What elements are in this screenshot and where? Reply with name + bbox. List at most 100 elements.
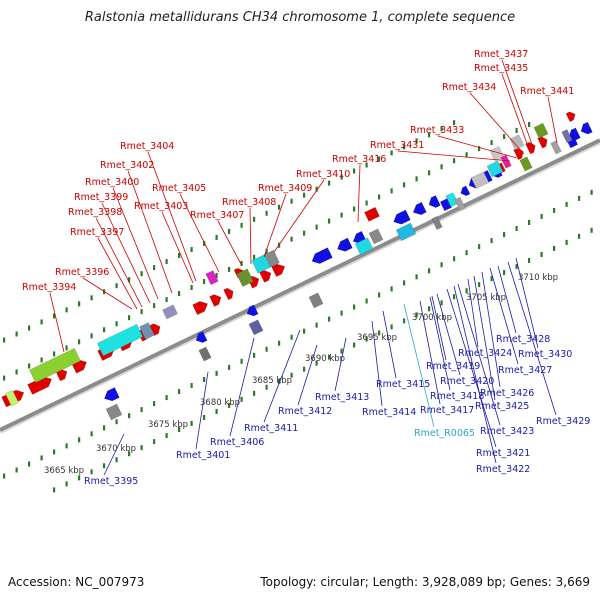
tick-mark — [190, 383, 193, 389]
tick-mark — [103, 463, 106, 469]
tick-mark — [540, 213, 543, 219]
leader-line — [161, 211, 194, 284]
feature-block-gray — [308, 292, 324, 309]
gene-label-reverse: Rmet_3420 — [440, 376, 494, 387]
tick-mark — [315, 322, 318, 328]
tick-mark — [490, 238, 493, 244]
gene-label-forward: Rmet_3405 — [152, 183, 206, 194]
scale-label: 3680 kbp — [200, 398, 240, 408]
tick-mark — [65, 307, 68, 313]
tick-mark — [165, 259, 168, 265]
leader-line — [515, 257, 539, 349]
tick-mark — [415, 312, 418, 318]
gene-shape — [412, 201, 427, 216]
leader-line — [217, 220, 243, 267]
gene-label-reverse: Rmet_3418 — [430, 391, 484, 402]
feature-block-gray — [105, 403, 123, 421]
tick-mark — [28, 461, 31, 467]
leader-line — [431, 295, 447, 361]
feature-shape — [486, 160, 504, 178]
feature-block-cyan — [486, 160, 504, 178]
tick-mark — [128, 277, 131, 283]
accession-text: Accession: NC_007973 — [8, 575, 145, 589]
tick-mark — [215, 272, 218, 278]
leader-line — [446, 288, 497, 448]
tick-mark — [90, 295, 93, 301]
tick-mark — [153, 303, 156, 309]
tick-mark — [303, 366, 306, 372]
feature-shape — [561, 129, 573, 144]
tick-mark — [28, 325, 31, 331]
tick-mark — [578, 195, 581, 201]
tick-mark — [528, 257, 531, 263]
gene-label-forward: Rmet_3404 — [120, 141, 174, 152]
leader-line — [263, 329, 301, 423]
tick-mark — [78, 301, 81, 307]
tick-mark — [453, 158, 456, 164]
gene-label-reverse: Rmet_3411 — [244, 423, 298, 434]
gene-label-reverse: Rmet_3429 — [536, 416, 590, 427]
gene-shape — [580, 121, 593, 135]
feature-shape — [500, 154, 512, 169]
tick-mark — [340, 348, 343, 354]
tick-mark — [253, 390, 256, 396]
feature-shape — [364, 206, 380, 222]
leader-line — [195, 371, 209, 450]
feature-block-gray — [198, 346, 212, 362]
feature-shape — [236, 268, 254, 287]
feature-block-olive — [533, 122, 549, 139]
gene-shape — [223, 287, 234, 301]
gene-label-forward: Rmet_3433 — [410, 125, 464, 136]
leader-line — [95, 217, 143, 308]
tick-mark — [353, 304, 356, 310]
backbone-line — [0, 138, 600, 432]
feature-shape — [395, 222, 417, 242]
leader-line — [547, 96, 558, 144]
reverse-gene-arrow — [337, 237, 353, 252]
gene-label-forward: Rmet_3398 — [68, 207, 122, 218]
feature-shape — [96, 323, 144, 357]
tick-mark — [415, 138, 418, 144]
tick-mark — [365, 336, 368, 342]
leader-line — [147, 151, 197, 282]
gene-shape — [259, 270, 272, 283]
feature-block-lightgray — [489, 146, 505, 162]
scale-label: 3695 kbp — [357, 333, 397, 343]
reverse-gene-arrow — [104, 387, 120, 402]
tick-mark — [340, 174, 343, 180]
gene-label-reverse: Rmet_3426 — [480, 388, 534, 399]
label-leader-lines — [49, 59, 558, 476]
tick-mark — [490, 140, 493, 146]
tick-mark — [353, 342, 356, 348]
tick-mark — [303, 328, 306, 334]
feature-shape — [5, 389, 19, 407]
leader-line — [371, 320, 383, 407]
tick-mark — [290, 236, 293, 242]
reverse-gene-arrow — [311, 247, 333, 264]
gene-label-reverse: Rmet_3415 — [376, 379, 430, 390]
tick-mark — [128, 451, 131, 457]
gene-label-reverse: Rmet_3401 — [176, 450, 230, 461]
tick-mark — [28, 363, 31, 369]
tick-mark — [53, 351, 56, 357]
tick-mark — [390, 150, 393, 156]
tick-mark — [128, 413, 131, 419]
tick-mark — [390, 188, 393, 194]
gene-shape — [393, 209, 411, 225]
tick-mark — [315, 186, 318, 192]
tick-mark — [215, 234, 218, 240]
gene-shape — [460, 185, 471, 197]
tick-mark — [440, 126, 443, 132]
gene-label-forward: Rmet_3397 — [70, 227, 124, 238]
tick-mark — [278, 340, 281, 346]
gene-label-forward: Rmet_3437 — [474, 49, 528, 60]
leader-line — [97, 237, 138, 310]
tick-mark — [328, 180, 331, 186]
leader-line — [103, 433, 125, 476]
leader-line — [481, 271, 501, 388]
tick-mark — [90, 333, 93, 339]
gene-label-forward: Rmet_3407 — [190, 210, 244, 221]
tick-mark — [153, 265, 156, 271]
tick-mark — [403, 182, 406, 188]
leader-line — [127, 170, 173, 294]
